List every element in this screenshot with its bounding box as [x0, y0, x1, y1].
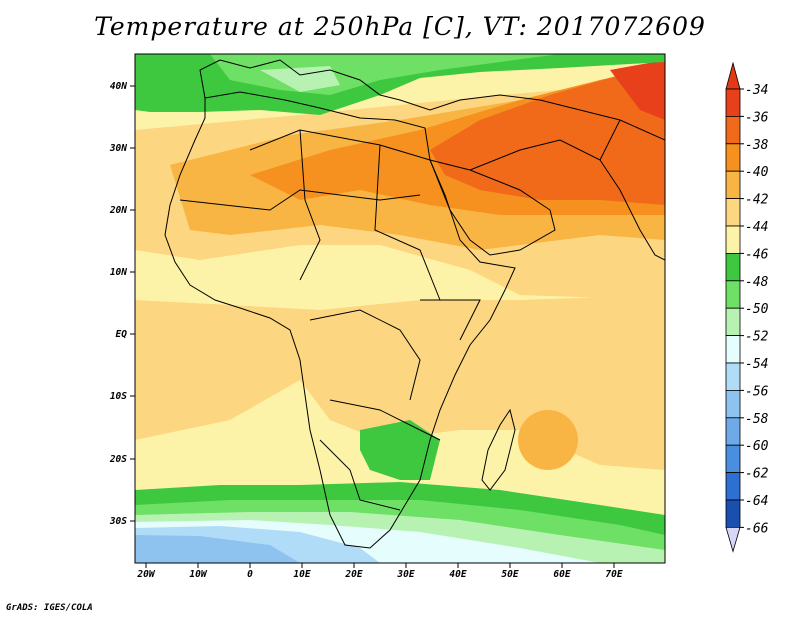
lat-label: 40N: [110, 81, 127, 92]
colorbar-label: -48: [745, 275, 769, 290]
lon-label: 20W: [136, 569, 155, 580]
lon-label: 20E: [344, 569, 362, 580]
colorbar-swatch: [725, 252, 741, 282]
colorbar-label: -46: [745, 247, 769, 262]
colorbar-label: -40: [745, 165, 769, 180]
lat-label: 20N: [109, 205, 127, 216]
colorbar-swatch: [725, 280, 741, 309]
lon-label: 50E: [501, 569, 518, 580]
colorbar-label: -56: [745, 384, 769, 399]
colorbar-swatch: [725, 225, 741, 254]
colorbar-swatch: [725, 307, 741, 337]
colorbar-swatch: [725, 116, 741, 145]
colorbar-label: -58: [745, 412, 769, 427]
lon-label: 10E: [293, 569, 310, 580]
lat-label: 30N: [109, 143, 127, 154]
lon-label: 40E: [449, 569, 466, 580]
colorbar-label: -50: [745, 302, 769, 317]
lat-label: EQ: [116, 329, 128, 340]
lon-label: 60E: [553, 569, 570, 580]
lon-label: 30E: [396, 569, 414, 580]
colorbar-swatch: [725, 143, 741, 172]
colorbar-label: -66: [745, 521, 769, 536]
colorbar-swatch: [725, 472, 741, 501]
colorbar-swatch: [725, 444, 741, 474]
colorbar-label: -44: [745, 220, 768, 235]
lon-label: 10W: [189, 569, 207, 580]
lat-label: 20S: [109, 454, 127, 465]
temperature-field: [135, 54, 665, 563]
colorbar-swatch: [725, 389, 741, 419]
colorbar-label: -34: [745, 83, 768, 98]
colorbar-label: -54: [745, 357, 768, 372]
colorbar-label: -36: [745, 110, 769, 125]
colorbar-swatch: [725, 499, 741, 528]
colorbar-swatch: [725, 362, 741, 391]
colorbar-swatch: [725, 198, 741, 227]
colorbar-label: -60: [745, 439, 769, 454]
latitude-axis: 40N 30N 20N 10N EQ 10S 20S 30S: [109, 81, 135, 527]
colorbar-swatch: [725, 88, 741, 117]
colorbar-label: -64: [745, 494, 768, 509]
colorbar-swatch: [725, 170, 741, 199]
plot-frame: [134, 53, 666, 564]
colorbar-label: -62: [745, 467, 769, 482]
colorbar-label: -38: [745, 138, 769, 153]
colorbar-legend: -34 -36 -38 -40 -42 -44 -46 -48 -50 -52 -54 -56 -58 -…: [725, 61, 769, 553]
lat-label: 10S: [110, 391, 127, 402]
colorbar-swatch: [725, 335, 741, 364]
grads-credit: GrADS: IGES/COLA: [6, 603, 93, 613]
lat-label: 30S: [109, 516, 127, 527]
colorbar-top-arrow: [725, 61, 741, 90]
colorbar-label: -52: [745, 330, 769, 345]
map-boundaries: [164, 59, 665, 549]
colorbar-swatch: [725, 417, 741, 446]
lat-label: 10N: [110, 267, 127, 278]
lon-label: 70E: [605, 569, 622, 580]
longitude-axis: 20W 10W 0 10E 20E 30E 40E 50E 60E 70E: [136, 563, 623, 580]
lon-label: 0: [247, 569, 253, 580]
colorbar-bottom-arrow: [725, 527, 741, 553]
colorbar-label: -42: [745, 193, 769, 208]
map-title: Temperature at 250hPa [C], VT: 201707260…: [94, 12, 706, 41]
